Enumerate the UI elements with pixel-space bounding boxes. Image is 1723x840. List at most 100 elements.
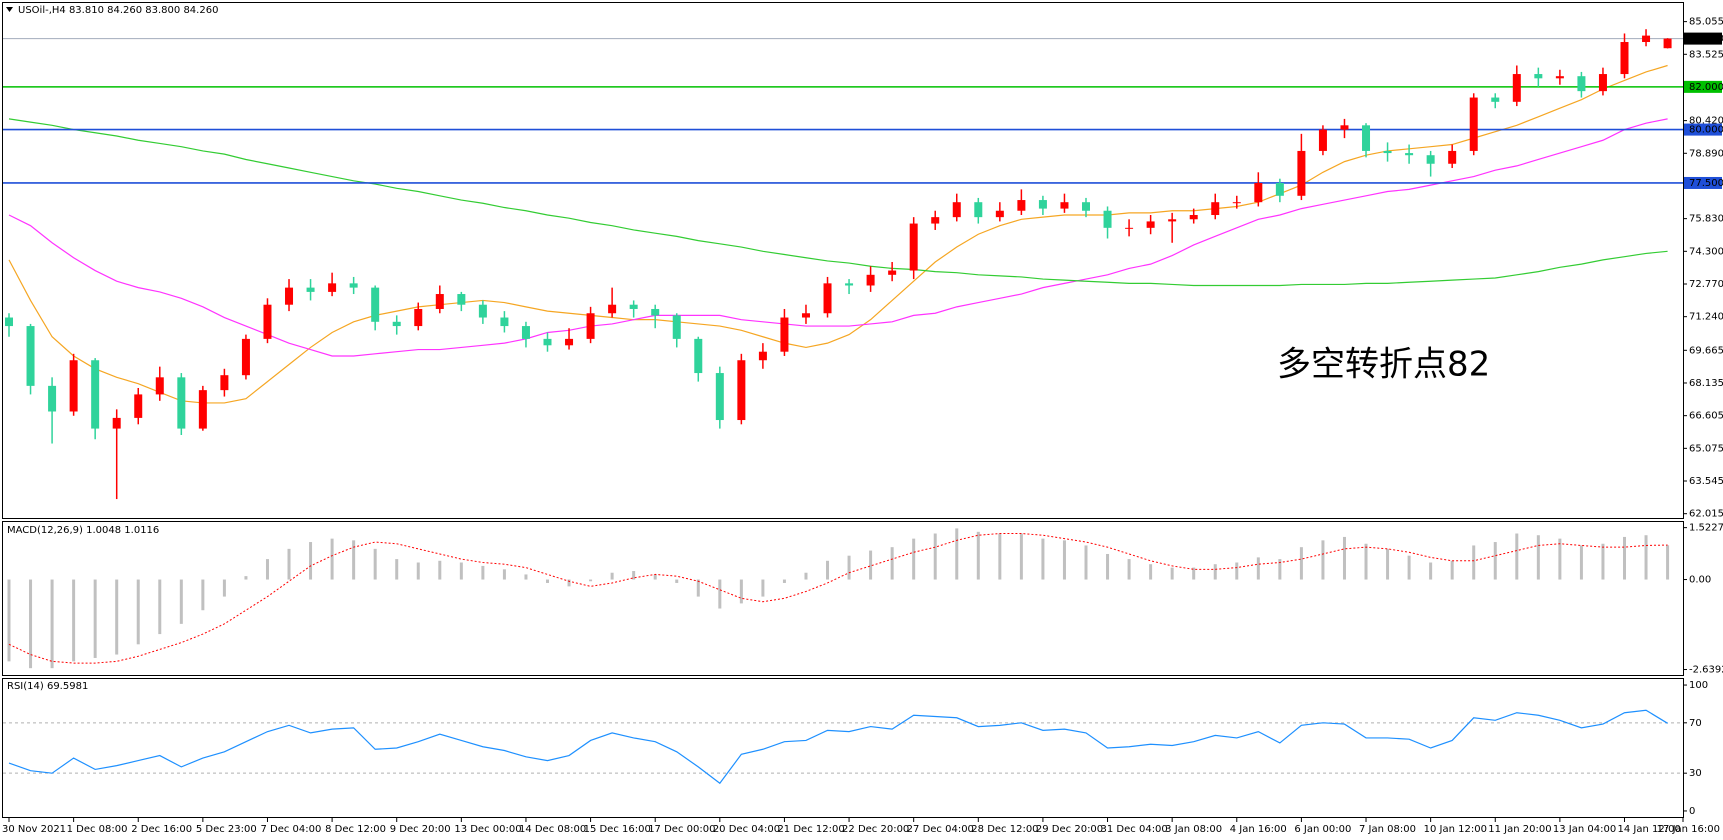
histogram-bar [826, 560, 830, 580]
candle-body [1038, 200, 1047, 209]
y-tick-label: 30 [1689, 768, 1702, 779]
x-tick-label: 4 Jan 16:00 [1230, 824, 1287, 835]
moving-average [8, 64, 1668, 404]
rsi-title: RSI(14) 69.5981 [7, 681, 88, 692]
candle-body [1340, 125, 1349, 130]
candle-body [931, 217, 940, 224]
histogram-bar [696, 579, 700, 597]
histogram-bar [804, 572, 808, 580]
macd-title: MACD(12,26,9) 1.0048 1.0116 [7, 525, 159, 536]
x-tick-label: 6 Jan 00:00 [1294, 824, 1351, 835]
histogram-bar [610, 572, 614, 580]
histogram-bar [158, 579, 162, 635]
x-tick-label: 14 Dec 08:00 [519, 824, 586, 835]
candle-body [1103, 210, 1112, 228]
histogram-bar [782, 579, 786, 583]
candle-body [651, 308, 660, 316]
candle-body [177, 377, 186, 429]
x-tick-label: 20 Dec 04:00 [713, 824, 780, 835]
candle-body [1448, 150, 1457, 164]
candle-body [1598, 74, 1607, 92]
histogram-bar [1407, 555, 1411, 580]
y-tick-label: 1.5227 [1689, 523, 1723, 534]
x-tick-label: 30 Nov 2021 [2, 824, 66, 835]
candle-body [392, 321, 401, 327]
histogram-bar [1149, 564, 1153, 580]
candle-body [952, 202, 961, 218]
candle-body [758, 351, 767, 361]
histogram-bar [459, 562, 463, 580]
histogram-bar [93, 579, 97, 658]
y-tick-label: 78.890 [1689, 148, 1723, 159]
candle-body [1125, 227, 1134, 229]
candle-body [737, 360, 746, 421]
histogram-bar [1493, 542, 1497, 580]
histogram-bar [1192, 567, 1196, 580]
histogram-bar [7, 579, 11, 662]
moving-average [8, 118, 1668, 357]
candle-body [521, 326, 530, 339]
x-tick-label: 15 Dec 16:00 [584, 824, 651, 835]
x-tick-label: 28 Dec 12:00 [971, 824, 1038, 835]
histogram-bar [179, 579, 183, 624]
histogram-bar [1450, 560, 1454, 580]
level-label-bg [1684, 80, 1722, 93]
candle-body [220, 375, 229, 391]
candle-body [1017, 200, 1026, 211]
candle-body [500, 317, 509, 327]
candle-body [995, 210, 1004, 218]
histogram-bar [1364, 543, 1368, 580]
histogram-bar [998, 533, 1002, 580]
x-tick-label: 1 Dec 08:00 [67, 824, 128, 835]
candle-body [1211, 202, 1220, 216]
candle-body [1060, 202, 1069, 209]
histogram-bar [675, 579, 679, 583]
histogram-bar [1515, 533, 1519, 580]
candle-body [1189, 215, 1198, 220]
y-tick-label: 69.665 [1689, 345, 1723, 356]
candle-body [780, 317, 789, 352]
candle-body [5, 317, 13, 327]
histogram-bar [632, 571, 636, 580]
candle-body [866, 274, 875, 286]
level-label: 84.260 [1689, 34, 1723, 45]
level-label-bg [1684, 32, 1722, 45]
candle-body [565, 338, 574, 346]
x-tick-label: 3 Jan 08:00 [1165, 824, 1222, 835]
histogram-bar [739, 579, 743, 604]
price-title: USOil-,H4 83.810 84.260 83.800 84.260 [18, 5, 218, 16]
y-tick-label: -2.6392 [1689, 665, 1723, 676]
y-tick-label: 68.135 [1689, 378, 1723, 389]
y-tick-label: 66.605 [1689, 411, 1723, 422]
x-tick-label: 31 Dec 04:00 [1101, 824, 1168, 835]
histogram-bar [1235, 562, 1239, 580]
candle-body [1232, 202, 1241, 204]
candle-body [1254, 182, 1263, 203]
y-tick-label: 63.545 [1689, 476, 1723, 487]
histogram-bar [1644, 535, 1648, 580]
level-label-bg [1684, 123, 1722, 136]
level-label: 77.500 [1689, 178, 1723, 189]
level-label: 80.000 [1689, 125, 1723, 136]
candle-body [91, 360, 100, 429]
y-tick-label: 72.770 [1689, 279, 1723, 290]
histogram-bar [1127, 559, 1131, 580]
histogram-bar [1041, 538, 1045, 580]
candle-body [435, 294, 444, 309]
y-tick-label: 0.00 [1689, 575, 1711, 586]
y-tick-label: 71.240 [1689, 312, 1723, 323]
x-tick-label: 7 Jan 08:00 [1359, 824, 1416, 835]
x-tick-label: 8 Dec 12:00 [325, 824, 386, 835]
histogram-bar [1106, 553, 1110, 580]
x-tick-label: 11 Jan 20:00 [1488, 824, 1551, 835]
candle-body [263, 304, 272, 339]
histogram-bar [287, 548, 291, 580]
histogram-bar [1342, 536, 1346, 580]
histogram-bar [567, 579, 571, 587]
histogram-bar [1299, 547, 1303, 580]
histogram-bar [546, 579, 549, 583]
candle-body [198, 390, 207, 429]
x-tick-label: 29 Dec 20:00 [1036, 824, 1103, 835]
candle-body [69, 360, 78, 412]
